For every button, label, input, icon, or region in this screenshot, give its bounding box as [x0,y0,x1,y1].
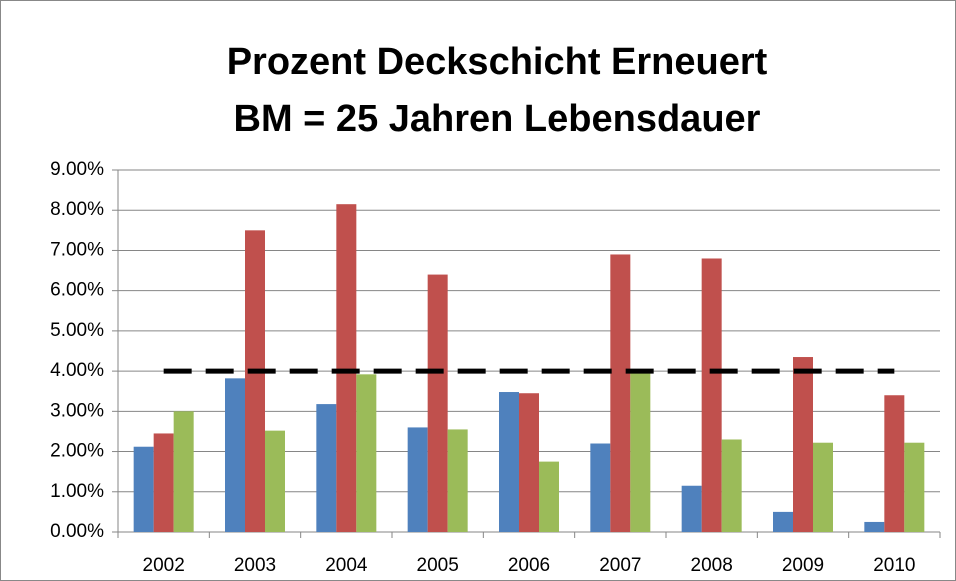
y-tick-label: 1.00% [50,481,104,502]
bar [864,521,885,532]
x-tick-label: 2009 [782,555,824,576]
bar [245,230,265,533]
chart-title: BM = 25 Jahren Lebensdauer [234,98,761,140]
bar [407,427,428,532]
y-tick-label: 9.00% [50,159,104,180]
x-tick-label: 2002 [143,555,185,576]
bar [701,258,722,532]
bar [316,404,337,532]
bar [336,204,357,532]
bar [813,442,833,532]
bar [427,274,448,532]
bar [681,485,702,532]
x-tick-label: 2010 [873,555,915,576]
bar [793,357,813,532]
x-tick-label: 2005 [417,555,459,576]
y-tick-label: 6.00% [50,280,104,301]
bar [721,439,742,532]
chart-title: Prozent Deckschicht Erneuert [227,41,768,83]
bar [265,430,285,532]
bar [773,511,793,532]
bar [447,429,468,532]
bar [904,442,925,532]
x-tick-label: 2003 [234,555,276,576]
y-tick-label: 4.00% [50,360,104,381]
y-tick-label: 2.00% [50,441,104,462]
y-tick-label: 5.00% [50,320,104,341]
y-tick-label: 0.00% [50,521,104,542]
bar [630,369,651,532]
bar [884,395,905,532]
y-tick-label: 8.00% [50,199,104,220]
x-tick-label: 2007 [599,555,641,576]
bar [173,411,194,532]
y-tick-label: 3.00% [50,400,104,421]
x-tick-label: 2008 [691,555,733,576]
bar [153,433,174,532]
x-tick-label: 2006 [508,555,550,576]
x-tick-label: 2004 [325,555,368,576]
bar [356,374,377,532]
bar [590,443,611,532]
bar [539,461,559,532]
bar [133,446,154,532]
bar [610,254,631,532]
y-tick-label: 7.00% [50,239,104,260]
bar [519,393,539,532]
bar [499,392,519,532]
bar [225,378,245,532]
